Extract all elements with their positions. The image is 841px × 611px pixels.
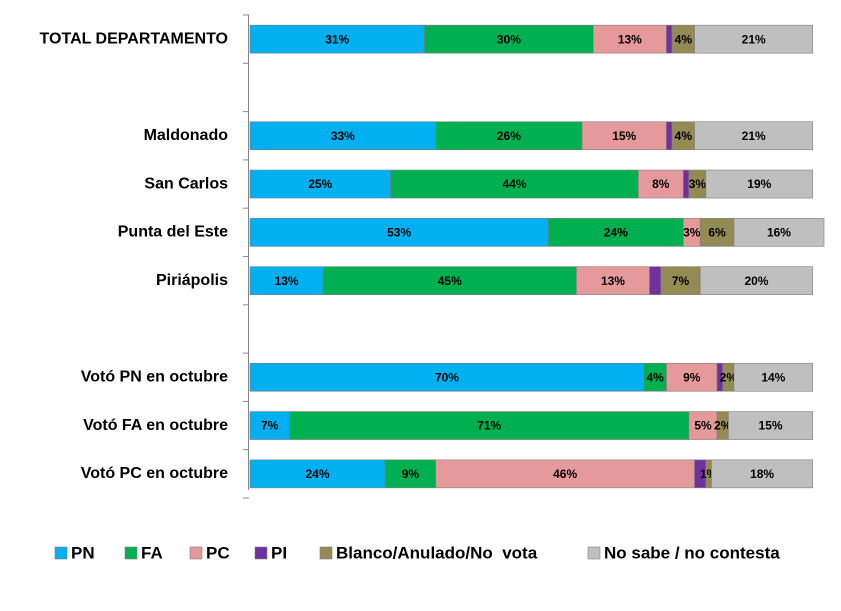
- data-label: 53%: [387, 226, 411, 240]
- bar-segment: [435, 121, 583, 151]
- legend-swatch: [54, 546, 68, 560]
- data-label: 45%: [438, 274, 462, 288]
- bar-segment: [390, 169, 639, 199]
- data-label: 13%: [618, 32, 642, 46]
- data-label: 6%: [708, 226, 726, 240]
- bar-segment: [711, 459, 814, 489]
- data-label: 46%: [553, 467, 577, 481]
- data-label: 15%: [612, 129, 636, 143]
- data-label: 4%: [675, 129, 693, 143]
- data-label: 5%: [694, 419, 712, 433]
- bar-segment: [733, 218, 825, 247]
- bar-segment: [249, 121, 437, 151]
- legend-label: No sabe / no contesta: [604, 543, 780, 562]
- data-label: 33%: [331, 129, 355, 143]
- legend-swatch: [319, 546, 333, 560]
- bar-segment: [688, 411, 718, 440]
- bar-segment: [384, 459, 437, 489]
- bar-segment: [733, 362, 814, 392]
- category-label: Votó PN en octubre: [81, 368, 228, 385]
- legend-swatch: [254, 546, 268, 560]
- data-label: 14%: [761, 370, 785, 384]
- data-label: 24%: [604, 226, 628, 240]
- category-label: Punta del Este: [118, 224, 228, 241]
- bar-segment: [699, 266, 814, 295]
- bar-segment: [249, 362, 645, 392]
- data-label: 26%: [497, 129, 521, 143]
- data-label: 15%: [759, 419, 783, 433]
- data-label: 16%: [767, 226, 791, 240]
- data-label: 44%: [502, 177, 526, 191]
- bar-segment: [249, 459, 386, 489]
- category-label: San Carlos: [144, 175, 228, 192]
- category-label: TOTAL DEPARTAMENTO: [40, 30, 228, 47]
- bar-segment: [581, 121, 667, 151]
- legend-label: PC: [206, 543, 230, 562]
- category-label: Maldonado: [144, 127, 229, 144]
- data-label: 2%: [714, 419, 732, 433]
- bar-segment: [694, 24, 814, 54]
- legend-label: FA: [141, 543, 163, 562]
- category-label: Piriápolis: [156, 272, 228, 289]
- bar-segment: [666, 24, 673, 54]
- bar-segment: [424, 24, 594, 54]
- data-label: 30%: [497, 32, 521, 46]
- data-label: 4%: [647, 370, 665, 384]
- data-label: 7%: [261, 419, 279, 433]
- bar-segment: [249, 411, 290, 440]
- data-label: 7%: [672, 274, 690, 288]
- category-label: Votó PC en octubre: [81, 465, 228, 482]
- data-label: 18%: [750, 467, 774, 481]
- bar-segment: [666, 362, 718, 392]
- legend-swatch: [124, 546, 138, 560]
- bar-segment: [694, 121, 814, 151]
- bar-segment: [249, 218, 549, 247]
- data-label: 19%: [747, 177, 771, 191]
- legend-label: PI: [271, 543, 287, 562]
- category-label: Votó FA en octubre: [83, 417, 228, 434]
- bar-segment: [666, 121, 673, 151]
- data-label: 21%: [742, 32, 766, 46]
- bar-segment: [322, 266, 577, 295]
- bar-segment: [705, 169, 814, 199]
- bar-segment: [249, 266, 324, 295]
- data-label: 71%: [477, 419, 501, 433]
- data-label: 31%: [325, 32, 349, 46]
- data-label: 9%: [402, 467, 420, 481]
- data-label: 3%: [689, 177, 707, 191]
- data-label: 8%: [652, 177, 670, 191]
- data-label: 25%: [308, 177, 332, 191]
- legend-swatch: [189, 546, 203, 560]
- bar-segment: [728, 411, 814, 440]
- bar-segment: [699, 218, 735, 247]
- bar-segment: [592, 24, 667, 54]
- data-label: 70%: [435, 370, 459, 384]
- data-label: 4%: [675, 32, 693, 46]
- bar-segment: [660, 266, 701, 295]
- data-label: 3%: [683, 226, 701, 240]
- bar-segment: [547, 218, 684, 247]
- data-label: 24%: [306, 467, 330, 481]
- legend-label: PN: [71, 543, 95, 562]
- bar-segment: [289, 411, 690, 440]
- bar-segment: [249, 24, 425, 54]
- bar-segment: [435, 459, 695, 489]
- data-label: 9%: [683, 370, 701, 384]
- data-label: 21%: [742, 129, 766, 143]
- data-label: 13%: [601, 274, 625, 288]
- bar-segment: [576, 266, 650, 295]
- data-label: 2%: [720, 370, 738, 384]
- data-label: 20%: [744, 274, 768, 288]
- legend-swatch: [587, 546, 601, 560]
- bar-segment: [649, 266, 662, 295]
- data-label: 13%: [275, 274, 299, 288]
- legend-label: Blanco/Anulado/No vota: [336, 543, 538, 562]
